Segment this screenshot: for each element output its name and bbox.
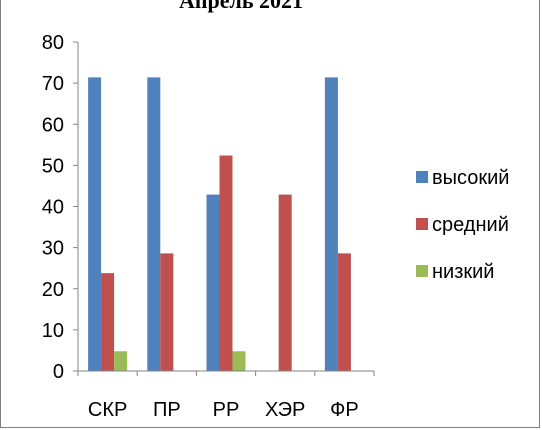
x-tick-label: ХЭР bbox=[265, 399, 305, 421]
bar-средний-ПР bbox=[160, 253, 174, 371]
bar-высокий-ФР bbox=[324, 77, 338, 372]
bar-высокий-ПР bbox=[147, 77, 161, 372]
legend-label-средний: средний bbox=[432, 214, 509, 236]
bar-высокий-РР bbox=[206, 194, 220, 371]
bar-средний-ХЭР bbox=[278, 194, 292, 371]
legend-swatch-средний bbox=[416, 218, 428, 230]
y-tick-label: 60 bbox=[42, 114, 64, 136]
bar-низкий-СКР bbox=[114, 351, 128, 371]
y-tick-label: 70 bbox=[42, 73, 64, 95]
legend-label-высокий: высокий bbox=[432, 167, 509, 189]
bar-средний-РР bbox=[219, 155, 233, 371]
bar-средний-ФР bbox=[337, 253, 351, 371]
y-tick-label: 50 bbox=[42, 155, 64, 177]
bar-высокий-СКР bbox=[88, 77, 102, 372]
x-tick-label: ФР bbox=[330, 399, 359, 421]
y-tick-label: 80 bbox=[42, 32, 64, 54]
chart-title: Апрель 2021 bbox=[178, 0, 304, 13]
y-tick-label: 0 bbox=[53, 361, 64, 383]
bar-средний-СКР bbox=[101, 273, 115, 371]
legend-swatch-высокий bbox=[416, 171, 428, 183]
x-tick-label: ПР bbox=[153, 399, 181, 421]
y-tick-label: 40 bbox=[42, 197, 64, 219]
legend-label-низкий: низкий bbox=[432, 261, 494, 283]
x-tick-label: СКР bbox=[88, 399, 127, 421]
bar-низкий-РР bbox=[232, 351, 246, 371]
y-tick-label: 30 bbox=[42, 238, 64, 260]
legend-swatch-низкий bbox=[416, 265, 428, 277]
y-tick-label: 20 bbox=[42, 279, 64, 301]
x-tick-label: РР bbox=[213, 399, 240, 421]
y-tick-label: 10 bbox=[42, 320, 64, 342]
